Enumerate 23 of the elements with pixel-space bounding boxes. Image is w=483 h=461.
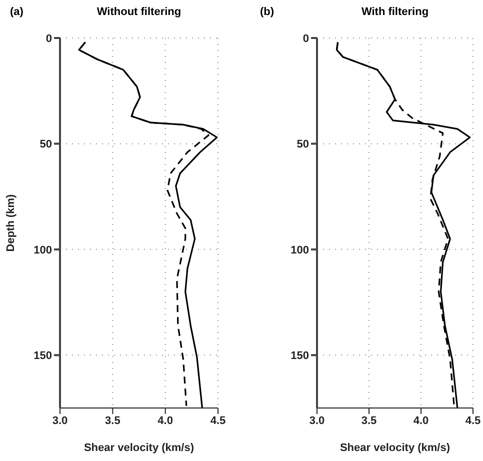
chart-title: With filtering bbox=[360, 6, 430, 18]
y-tick-label: 150 bbox=[290, 350, 309, 362]
x-tick-label: 4.5 bbox=[465, 414, 481, 427]
x-tick-label: 3.0 bbox=[52, 414, 68, 427]
x-tick-label: 3.5 bbox=[105, 414, 120, 427]
x-axis-title: Shear velocity (km/s) bbox=[340, 442, 450, 454]
y-tick-label: 0 bbox=[302, 32, 309, 45]
chart-title: Without filtering bbox=[96, 6, 182, 18]
x-tick-label: 4.0 bbox=[413, 414, 429, 427]
x-tick-label: 3.5 bbox=[361, 414, 377, 427]
x-tick-label: 4.5 bbox=[210, 414, 226, 427]
text: (a) bbox=[10, 6, 24, 18]
y-axis-title: Depth (km) bbox=[4, 194, 17, 252]
text: (b) bbox=[260, 6, 274, 18]
x-tick-label: 3.0 bbox=[309, 414, 325, 427]
x-axis-title: Shear velocity (km/s) bbox=[84, 442, 194, 454]
y-tick-label: 150 bbox=[34, 350, 52, 362]
y-tick-label: 100 bbox=[34, 244, 52, 256]
y-tick-label: 0 bbox=[46, 32, 52, 45]
x-tick-label: 4.0 bbox=[158, 414, 173, 427]
y-tick-label: 50 bbox=[40, 138, 52, 151]
y-tick-label: 100 bbox=[290, 244, 309, 256]
y-tick-label: 50 bbox=[296, 138, 309, 151]
